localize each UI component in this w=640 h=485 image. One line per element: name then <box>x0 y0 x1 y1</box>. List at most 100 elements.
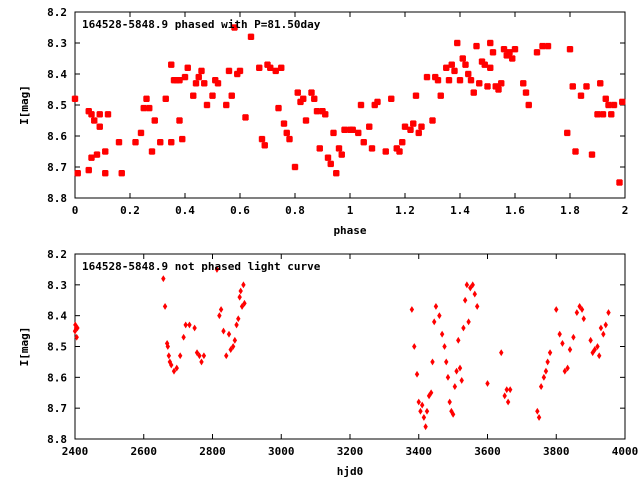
data-point <box>560 340 565 347</box>
tick-marks <box>74 11 626 199</box>
data-point <box>168 139 175 146</box>
data-point <box>203 101 211 109</box>
data-point <box>228 346 233 353</box>
data-point <box>574 309 580 316</box>
y-tick-label: 8.5 <box>47 99 67 112</box>
data-point <box>443 64 450 71</box>
data-point <box>478 58 486 65</box>
data-point <box>286 135 293 143</box>
data-point <box>504 386 509 394</box>
data-point <box>302 117 310 124</box>
data-point <box>445 373 451 381</box>
data-points <box>71 24 626 186</box>
y-tick-labels: 8.2 8.3 8.4 8.5 8.6 8.7 8.8 <box>47 248 67 446</box>
data-point <box>164 340 170 347</box>
data-point <box>297 98 304 106</box>
data-point <box>602 95 609 102</box>
data-point <box>447 398 452 406</box>
data-point <box>468 284 473 292</box>
data-point <box>275 104 282 112</box>
data-point <box>192 80 200 87</box>
data-point <box>355 129 362 137</box>
data-point <box>322 111 329 118</box>
data-point <box>456 336 461 344</box>
data-point <box>571 333 576 341</box>
data-point <box>165 343 171 350</box>
x-tick-label: 2400 <box>62 445 89 458</box>
data-point <box>454 367 459 375</box>
data-point <box>535 407 540 415</box>
data-point <box>577 303 582 310</box>
x-tick-label: 3200 <box>337 445 364 458</box>
data-point <box>209 92 216 99</box>
data-point <box>465 70 472 78</box>
data-point <box>335 145 343 152</box>
data-point <box>437 312 442 320</box>
data-point <box>214 80 222 87</box>
y-axis-label: I[mag] <box>18 85 31 125</box>
data-point <box>401 123 409 130</box>
data-point <box>581 315 586 323</box>
data-point <box>467 77 475 84</box>
y-tick-labels: 8.2 8.3 8.4 8.5 8.6 8.7 8.8 <box>47 6 67 205</box>
data-point <box>294 89 301 96</box>
data-point <box>484 83 491 90</box>
data-point <box>181 333 186 341</box>
data-point <box>434 77 442 84</box>
data-point <box>102 148 109 155</box>
data-point <box>415 129 422 137</box>
data-point <box>190 92 197 99</box>
y-tick-label: 8.8 <box>47 192 67 205</box>
data-point <box>157 139 164 146</box>
data-point <box>118 170 125 177</box>
data-point <box>183 321 188 329</box>
data-point <box>592 346 597 353</box>
data-point <box>564 129 571 137</box>
data-point <box>462 296 468 304</box>
data-point <box>327 160 334 168</box>
data-point <box>416 398 421 406</box>
data-point <box>608 111 615 118</box>
data-point <box>319 108 326 115</box>
data-point <box>430 358 435 366</box>
data-point <box>533 49 541 56</box>
data-point <box>487 39 494 47</box>
y-tick-label: 8.8 <box>47 433 67 446</box>
data-point <box>554 306 559 313</box>
data-point <box>256 64 263 71</box>
y-tick-label: 8.7 <box>47 161 67 174</box>
data-point <box>162 303 168 310</box>
data-point <box>476 80 483 87</box>
data-point <box>464 281 470 289</box>
data-point <box>506 49 513 56</box>
data-point <box>393 145 400 152</box>
data-point <box>291 163 299 171</box>
data-point <box>418 407 423 415</box>
data-point <box>409 306 415 313</box>
data-point <box>236 67 244 75</box>
x-tick-label: 1 <box>347 204 354 217</box>
data-point <box>316 145 323 152</box>
x-tick-label: 2600 <box>131 445 158 458</box>
data-point <box>74 333 79 341</box>
data-point <box>599 111 607 118</box>
data-point <box>597 80 604 87</box>
data-point <box>187 321 192 329</box>
y-tick-label: 8.4 <box>47 68 67 81</box>
data-point <box>179 135 186 143</box>
x-tick-label: 3800 <box>543 445 570 458</box>
data-point <box>503 52 510 59</box>
x-tick-label: 3000 <box>268 445 295 458</box>
data-point <box>195 73 202 81</box>
data-point <box>485 380 490 387</box>
y-tick-label: 8.2 <box>47 248 67 261</box>
data-point <box>234 70 241 78</box>
data-point <box>223 101 230 109</box>
data-point <box>151 117 158 124</box>
data-point <box>423 423 428 431</box>
data-point <box>489 49 497 56</box>
data-point <box>374 98 381 106</box>
phased-light-curve-panel: 0 0.2 0.4 0.6 0.8 1 1.2 1.4 1.6 1.8 2 8.2 8.3 8.4 8.5… <box>18 6 628 237</box>
data-point <box>177 352 183 360</box>
